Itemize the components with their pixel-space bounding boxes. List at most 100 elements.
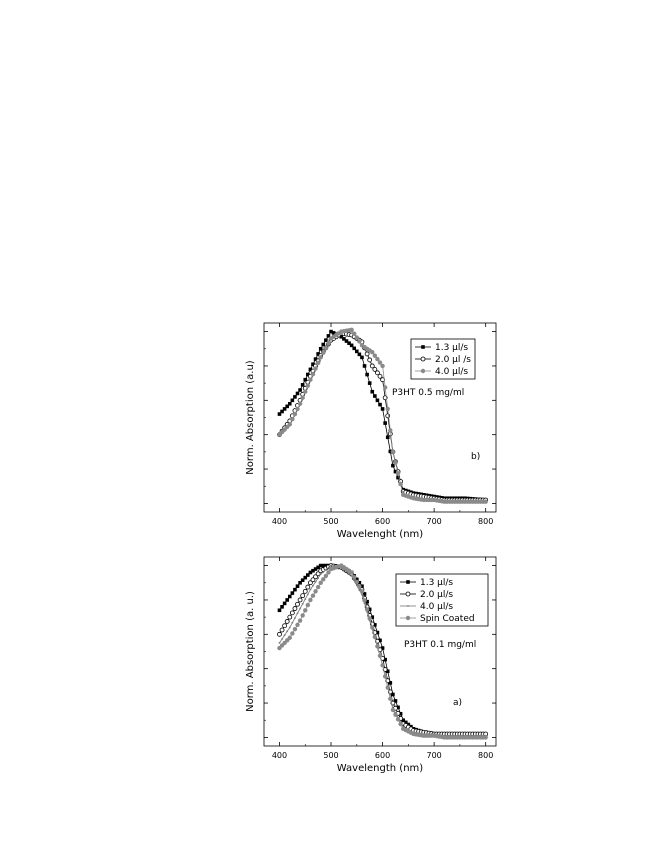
data-point — [313, 366, 318, 371]
data-point — [303, 377, 308, 382]
data-point — [364, 607, 370, 612]
data-point — [311, 568, 315, 573]
data-point — [483, 499, 488, 504]
data-point — [405, 615, 411, 621]
data-point — [288, 626, 291, 629]
data-point — [347, 341, 351, 345]
data-point — [352, 574, 357, 580]
data-point — [308, 597, 313, 603]
data-point — [380, 646, 385, 650]
data-point — [396, 475, 400, 480]
data-point — [405, 591, 411, 597]
data-point — [287, 594, 292, 599]
data-point — [301, 602, 304, 605]
data-point — [303, 389, 308, 394]
data-point — [295, 584, 300, 589]
chart-panel-a: 400 500 600 700 800 Wavelength (nm) Norm. Abso… — [245, 556, 497, 774]
data-point — [377, 373, 383, 379]
data-point — [369, 363, 375, 369]
sample-label: P3HT 0.5 mg/ml — [392, 388, 464, 398]
data-point — [385, 685, 390, 690]
data-point — [375, 630, 380, 635]
data-point — [327, 566, 330, 569]
data-point — [300, 383, 305, 387]
x-tick-label: 600 — [375, 517, 390, 526]
data-point — [279, 627, 285, 633]
data-point — [297, 401, 303, 406]
data-point — [349, 343, 354, 348]
data-point — [348, 572, 350, 575]
data-point — [396, 705, 400, 710]
data-point — [355, 577, 359, 582]
data-point — [280, 409, 284, 414]
data-point — [406, 580, 410, 584]
data-point — [277, 412, 282, 416]
data-point — [398, 481, 403, 487]
data-point — [310, 593, 316, 598]
data-point — [324, 563, 328, 568]
data-point — [297, 597, 303, 603]
data-point — [298, 388, 302, 392]
data-point — [316, 352, 320, 356]
data-point — [370, 615, 375, 619]
data-point — [353, 579, 356, 582]
data-point — [293, 395, 297, 399]
legend-item: Spin Coated — [400, 614, 475, 624]
data-point — [367, 616, 372, 621]
data-point — [377, 653, 383, 658]
data-point — [294, 617, 296, 619]
data-point — [359, 589, 365, 594]
data-point — [318, 355, 323, 360]
data-point — [295, 601, 300, 607]
x-axis-title: Wavelenght (nm) — [337, 529, 423, 540]
x-tick-label: 700 — [426, 517, 441, 526]
data-point — [318, 563, 323, 568]
data-point — [326, 334, 331, 338]
data-point — [277, 608, 282, 613]
data-point — [330, 564, 332, 567]
data-point — [354, 579, 359, 585]
data-point — [299, 607, 301, 610]
data-point — [321, 577, 326, 582]
data-point — [312, 584, 314, 587]
data-point — [388, 428, 393, 433]
data-point — [380, 407, 385, 411]
data-point — [398, 711, 403, 716]
data-point — [360, 584, 364, 589]
data-point — [282, 623, 288, 629]
legend-item: 1.3 µl/s — [400, 578, 453, 588]
data-point — [391, 463, 395, 468]
data-point — [326, 570, 331, 575]
data-point — [385, 406, 390, 412]
data-point — [300, 578, 305, 582]
data-point — [406, 722, 411, 727]
data-point — [388, 449, 393, 454]
data-point — [367, 607, 372, 612]
data-point — [278, 642, 281, 644]
data-point — [372, 634, 378, 640]
data-point — [287, 614, 293, 620]
legend-item: 4.0 µl/s — [400, 602, 453, 612]
data-point — [380, 663, 385, 668]
data-point — [375, 644, 380, 649]
data-point — [385, 435, 390, 440]
data-point — [293, 587, 297, 592]
data-point — [313, 589, 318, 594]
data-point — [306, 372, 310, 377]
legend-label: 1.3 µl/s — [420, 578, 453, 588]
data-point — [352, 346, 357, 351]
data-point — [321, 563, 326, 568]
x-tick-label: 800 — [478, 517, 493, 526]
data-point — [324, 338, 328, 342]
x-axis-title: Wavelength (nm) — [337, 763, 423, 774]
data-point — [292, 411, 298, 417]
data-point — [370, 350, 375, 355]
x-tick-label: 400 — [272, 751, 287, 760]
data-point — [297, 618, 303, 623]
data-point — [355, 584, 358, 587]
data-point — [290, 417, 295, 422]
data-point — [391, 692, 395, 697]
data-point — [290, 398, 295, 403]
data-point — [357, 580, 362, 585]
data-point — [390, 707, 396, 713]
